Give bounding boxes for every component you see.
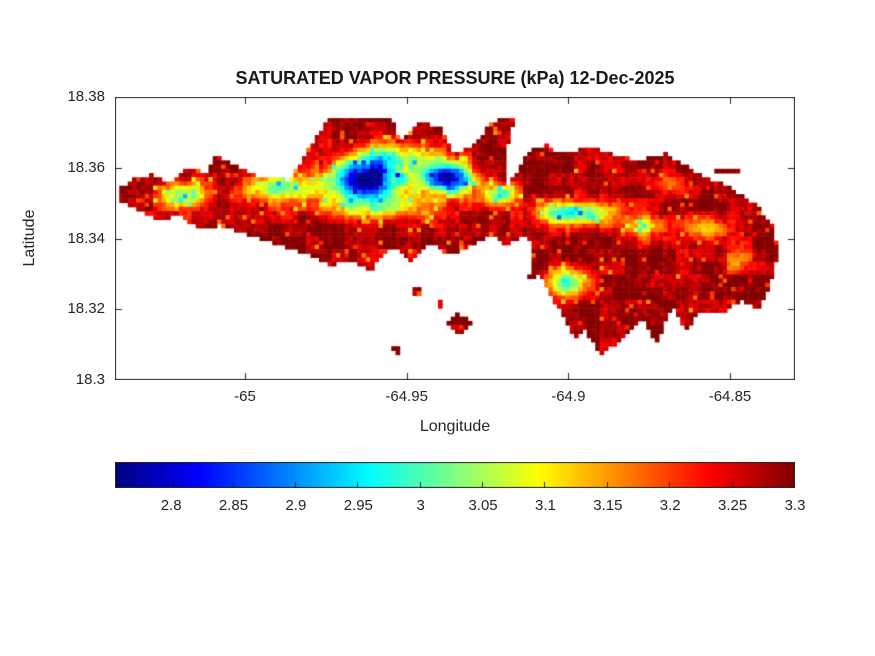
y-tick-label: 18.38 xyxy=(67,88,105,105)
chart-title: SATURATED VAPOR PRESSURE (kPa) 12-Dec-20… xyxy=(235,68,675,88)
colorbar-tick-label: 2.9 xyxy=(285,497,307,514)
x-axis-label: Longitude xyxy=(419,418,491,435)
colorbar-tick-label: 3.15 xyxy=(593,497,623,514)
y-tick-label: 18.34 xyxy=(67,229,105,247)
colorbar-tick-label: 3.3 xyxy=(784,497,806,514)
colorbar xyxy=(115,462,795,488)
colorbar-tick-label: 3.05 xyxy=(468,497,498,514)
x-tick-label: -65 xyxy=(234,388,256,405)
colorbar-tick-label: 3.25 xyxy=(718,497,748,514)
x-tick-label: -64.9 xyxy=(551,388,586,405)
y-tick-label: 18.36 xyxy=(67,158,105,176)
colorbar-tick-label: 2.95 xyxy=(343,497,373,514)
colorbar-tick-label: 3.2 xyxy=(659,497,681,514)
colorbar-tick-label: 2.8 xyxy=(160,497,182,514)
colorbar-tick-label: 3.1 xyxy=(535,497,556,514)
heatmap-plot xyxy=(115,97,795,380)
y-tick-label: 18.32 xyxy=(67,300,105,318)
colorbar-tick-label: 3 xyxy=(416,497,425,514)
x-tick-label: -64.85 xyxy=(708,388,752,405)
y-tick-label: 18.3 xyxy=(75,371,105,388)
colorbar-tick-label: 2.85 xyxy=(218,497,249,514)
x-tick-label: -64.95 xyxy=(385,388,428,405)
